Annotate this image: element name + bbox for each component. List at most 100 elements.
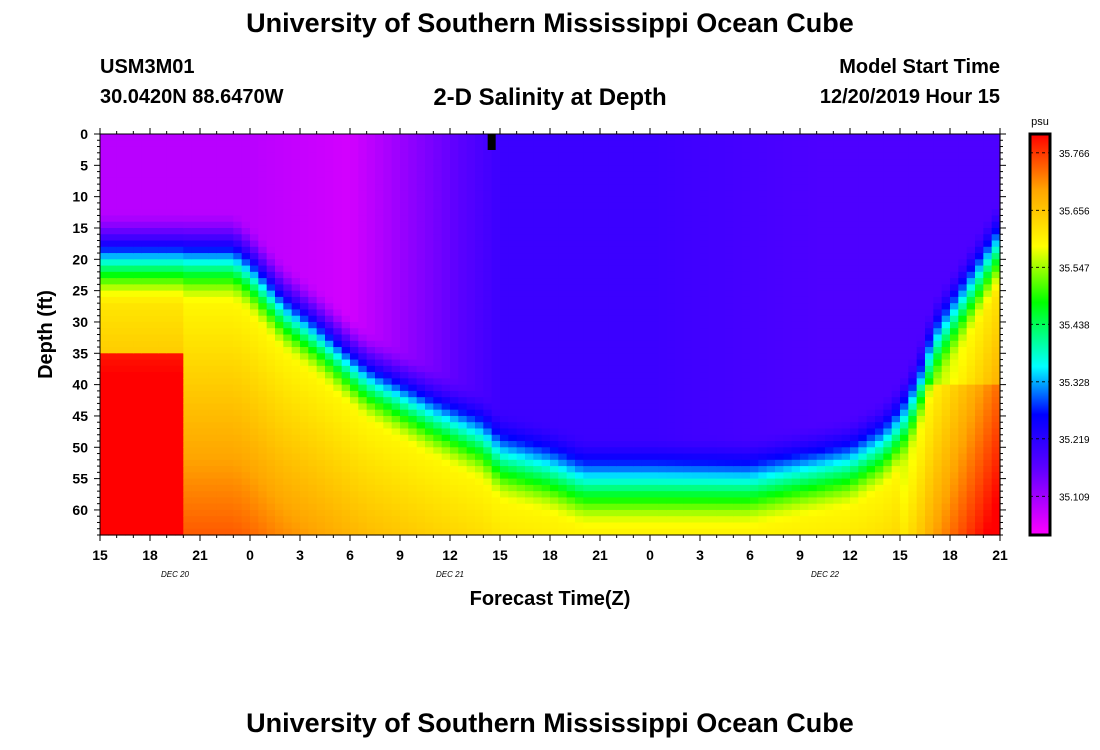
heatmap-cell xyxy=(508,472,518,480)
heatmap-cell xyxy=(183,447,193,455)
heatmap-cell xyxy=(183,497,193,505)
heatmap-cell xyxy=(675,434,684,442)
heatmap-cell xyxy=(291,290,301,298)
heatmap-cell xyxy=(325,290,334,298)
heatmap-cell xyxy=(600,422,609,430)
heatmap-cell xyxy=(233,159,243,166)
heatmap-cell xyxy=(358,491,368,499)
heatmap-cell xyxy=(491,353,501,361)
heatmap-cell xyxy=(700,246,709,254)
heatmap-cell xyxy=(300,503,309,511)
heatmap-cell xyxy=(533,184,543,191)
heatmap-cell xyxy=(600,321,609,329)
heatmap-cell xyxy=(141,209,151,217)
heatmap-cell xyxy=(150,390,159,398)
heatmap-cell xyxy=(483,441,493,448)
heatmap-cell xyxy=(383,246,393,254)
heatmap-cell xyxy=(708,434,718,442)
heatmap-cell xyxy=(516,190,526,198)
heatmap-cell xyxy=(450,328,459,336)
heatmap-cell xyxy=(325,478,334,486)
heatmap-cell xyxy=(550,378,559,386)
heatmap-cell xyxy=(333,284,343,292)
heatmap-cell xyxy=(141,215,151,223)
heatmap-cell xyxy=(700,359,709,367)
heatmap-cell xyxy=(575,259,584,267)
heatmap-cell xyxy=(500,259,509,267)
heatmap-cell xyxy=(675,478,684,486)
heatmap-cell xyxy=(308,503,318,511)
heatmap-cell xyxy=(325,159,334,166)
heatmap-cell xyxy=(116,246,126,254)
heatmap-cell xyxy=(291,478,301,486)
heatmap-cell xyxy=(458,334,468,342)
heatmap-cell xyxy=(516,441,526,448)
heatmap-cell xyxy=(733,196,743,204)
heatmap-cell xyxy=(641,290,651,298)
heatmap-cell xyxy=(641,522,651,530)
heatmap-cell xyxy=(125,422,134,430)
heatmap-cell xyxy=(350,372,359,379)
heatmap-cell xyxy=(466,303,476,311)
heatmap-cell xyxy=(141,340,151,348)
heatmap-cell xyxy=(108,234,118,242)
heatmap-cell xyxy=(650,434,659,442)
heatmap-cell xyxy=(633,159,643,166)
heatmap-cell xyxy=(466,177,476,185)
heatmap-cell xyxy=(633,347,643,354)
heatmap-cell xyxy=(158,227,168,235)
heatmap-cell xyxy=(475,472,484,480)
heatmap-cell xyxy=(533,152,543,160)
heatmap-cell xyxy=(500,196,509,204)
heatmap-cell xyxy=(125,234,134,242)
heatmap-cell xyxy=(566,290,576,298)
heatmap-cell xyxy=(483,409,493,417)
heatmap-cell xyxy=(650,428,659,436)
heatmap-cell xyxy=(108,290,118,298)
heatmap-cell xyxy=(350,378,359,386)
heatmap-cell xyxy=(683,296,693,304)
heatmap-cell xyxy=(266,271,276,279)
heatmap-cell xyxy=(475,478,484,486)
heatmap-cell xyxy=(616,359,626,367)
heatmap-cell xyxy=(166,372,176,379)
heatmap-cell xyxy=(741,478,751,486)
heatmap-cell xyxy=(375,516,384,524)
heatmap-cell xyxy=(291,240,301,248)
heatmap-cell xyxy=(616,466,626,473)
heatmap-cell xyxy=(366,516,376,524)
heatmap-cell xyxy=(441,390,451,398)
heatmap-cell xyxy=(100,497,109,505)
heatmap-cell xyxy=(100,434,109,442)
heatmap-cell xyxy=(525,434,534,442)
heatmap-cell xyxy=(650,227,659,235)
heatmap-cell xyxy=(191,215,201,223)
heatmap-cell xyxy=(633,484,643,492)
heatmap-cell xyxy=(733,171,743,179)
heatmap-cell xyxy=(566,240,576,248)
heatmap-cell xyxy=(125,246,134,254)
heatmap-cell xyxy=(341,321,351,329)
heatmap-cell xyxy=(566,253,576,260)
heatmap-cell xyxy=(175,397,184,405)
heatmap-cell xyxy=(250,516,259,524)
heatmap-cell xyxy=(641,528,651,536)
heatmap-cell xyxy=(175,284,184,292)
heatmap-cell xyxy=(458,491,468,499)
heatmap-cell xyxy=(350,227,359,235)
heatmap-cell xyxy=(450,365,459,373)
heatmap-cell xyxy=(266,459,276,467)
heatmap-cell xyxy=(450,403,459,411)
heatmap-cell xyxy=(283,209,293,217)
heatmap-cell xyxy=(175,403,184,411)
heatmap-cell xyxy=(275,296,284,304)
heatmap-cell xyxy=(358,378,368,386)
heatmap-cell xyxy=(466,522,476,530)
heatmap-cell xyxy=(158,347,168,354)
heatmap-cell xyxy=(316,359,326,367)
heatmap-cell xyxy=(383,152,393,160)
heatmap-cell xyxy=(683,503,693,511)
heatmap-cell xyxy=(733,372,743,379)
heatmap-cell xyxy=(141,290,151,298)
heatmap-cell xyxy=(700,447,709,455)
